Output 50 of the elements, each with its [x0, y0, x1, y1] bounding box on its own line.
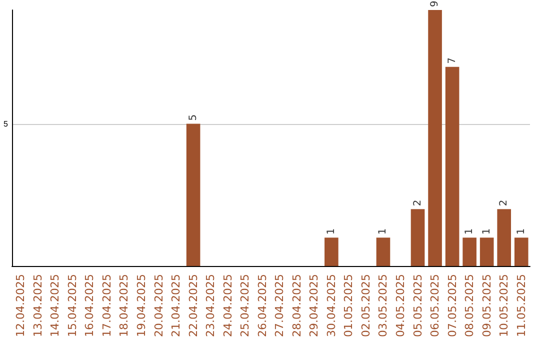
data-label: 1: [326, 228, 337, 235]
x-tick-label: 28.04.2025: [290, 274, 304, 338]
x-tick-label: 21.04.2025: [170, 274, 183, 338]
x-tick-label: 17.04.2025: [100, 274, 114, 338]
bar: [497, 209, 512, 266]
x-tick-label: 12.04.2025: [14, 274, 28, 338]
x-tick-label: 01.05.2025: [342, 274, 356, 338]
bar: [514, 238, 528, 266]
x-tick-label: 13.04.2025: [31, 274, 44, 338]
data-label: 1: [378, 228, 389, 235]
x-tick-label: 25.04.2025: [238, 274, 252, 338]
x-tick-label: 02.05.2025: [359, 274, 372, 338]
x-tick-label: 15.04.2025: [66, 274, 79, 338]
x-tick-label: 24.04.2025: [221, 274, 234, 338]
x-tick-label: 16.04.2025: [83, 274, 96, 338]
x-tick-label: 10.05.2025: [498, 274, 511, 338]
bar: [186, 124, 200, 266]
data-label: 7: [446, 58, 458, 64]
x-tick-label: 30.04.2025: [324, 274, 338, 338]
x-tick-label: 04.05.2025: [394, 274, 407, 338]
bar: [462, 238, 476, 266]
bar: [376, 238, 390, 266]
data-label: 2: [498, 200, 510, 206]
bar: [324, 238, 338, 266]
x-tick-label: 11.05.2025: [514, 274, 528, 338]
x-tick-label: 19.04.2025: [135, 274, 148, 338]
x-tick-label: 03.05.2025: [376, 274, 390, 338]
x-tick-label: 26.04.2025: [256, 274, 269, 338]
x-tick-label: 29.04.2025: [308, 274, 321, 338]
x-tick-label: 23.04.2025: [204, 274, 218, 338]
x-tick-label: 07.05.2025: [446, 274, 459, 338]
bar: [428, 10, 442, 266]
x-tick-label: 08.05.2025: [463, 274, 476, 338]
x-tick-label: 09.05.2025: [480, 274, 494, 338]
bar: [445, 66, 460, 266]
x-tick-label: 27.04.2025: [273, 274, 286, 338]
bar: [410, 209, 425, 266]
data-label: 1: [464, 228, 476, 235]
data-label: 2: [412, 200, 424, 206]
x-tick-label: 05.05.2025: [411, 274, 424, 338]
x-tick-label: 18.04.2025: [118, 274, 131, 338]
bar: [480, 238, 494, 266]
x-tick-label: 22.04.2025: [186, 274, 200, 338]
data-label: 1: [516, 228, 527, 235]
x-tick-label: 06.05.2025: [428, 274, 442, 338]
data-label: 1: [481, 228, 492, 235]
data-label: 9: [430, 0, 441, 7]
data-label: 5: [188, 114, 199, 121]
x-tick-label: 14.04.2025: [48, 274, 62, 338]
x-tick-label: 20.04.2025: [152, 274, 166, 338]
